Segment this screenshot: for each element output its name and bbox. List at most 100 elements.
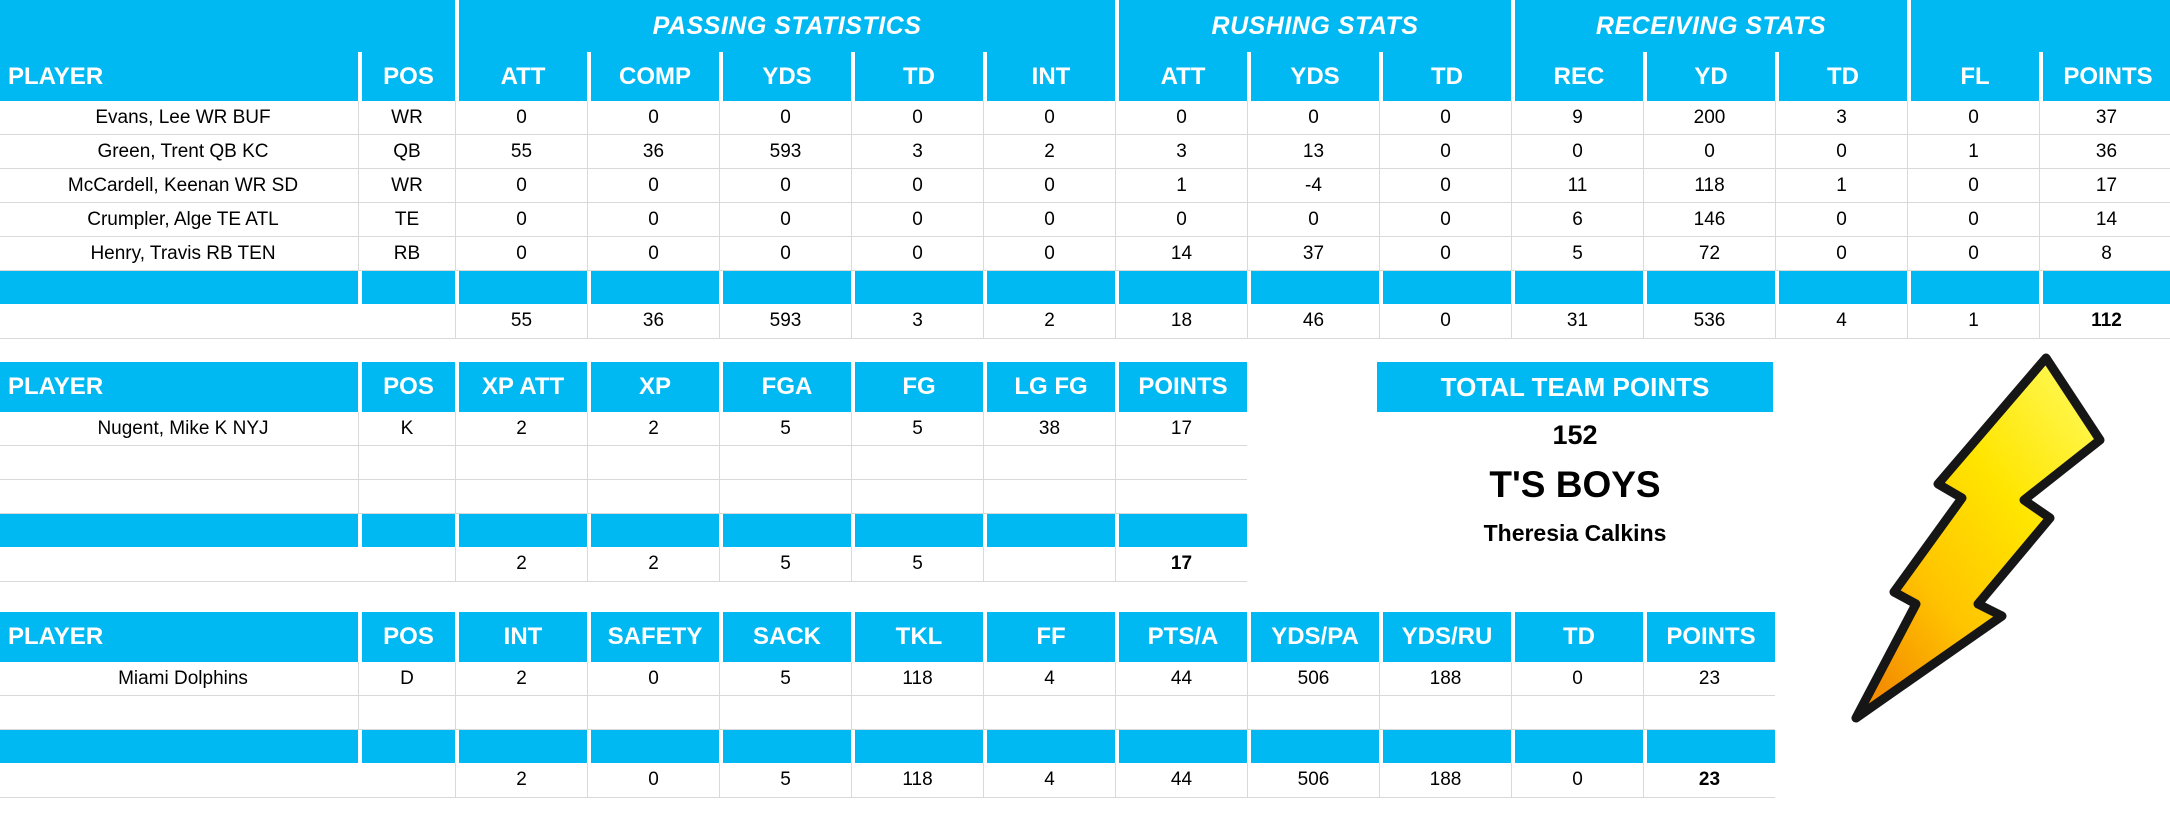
stat-cell: 14 (2039, 203, 2170, 237)
stat-cell: 1 (1115, 169, 1247, 203)
total-blank-cell (0, 763, 358, 798)
stat-cell: 5 (851, 412, 983, 446)
stat-cell: 0 (851, 237, 983, 271)
total-team-points-header: TOTAL TEAM POINTS (1377, 362, 1773, 412)
stat-cell: 0 (851, 203, 983, 237)
separator-cell (455, 271, 587, 304)
stat-cell: 23 (1643, 662, 1775, 696)
stat-cell: 0 (455, 169, 587, 203)
stat-cell: 0 (587, 169, 719, 203)
total-points-cell: 112 (2039, 304, 2170, 339)
empty-cell (1643, 696, 1775, 730)
total-blank-cell (358, 304, 455, 339)
empty-cell (719, 446, 851, 480)
total-team-points-value: 152 (1552, 420, 1598, 450)
total-cell: 31 (1511, 304, 1643, 339)
stat-cell: 11 (1511, 169, 1643, 203)
stat-cell: 0 (983, 237, 1115, 271)
separator-cell (1643, 730, 1775, 763)
separator-cell (587, 271, 719, 304)
separator-cell (455, 730, 587, 763)
empty-cell (358, 696, 455, 730)
total-cell: 18 (1115, 304, 1247, 339)
stat-cell: 0 (1511, 135, 1643, 169)
stat-cell: 8 (2039, 237, 2170, 271)
stat-cell: 0 (1775, 135, 1907, 169)
separator-cell (719, 514, 851, 547)
col-header-pass-td: TD (851, 52, 983, 101)
total-cell: 1 (1907, 304, 2039, 339)
stat-cell: 0 (1115, 203, 1247, 237)
separator-cell (983, 730, 1115, 763)
col-header-pts-a: PTS/A (1115, 612, 1247, 662)
col-header-xp-att: XP ATT (455, 362, 587, 412)
stat-cell: 13 (1247, 135, 1379, 169)
total-cell: 4 (983, 763, 1115, 798)
col-header-rec-yd: YD (1643, 52, 1775, 101)
total-cell: 5 (851, 547, 983, 582)
col-header-player: PLAYER (0, 52, 358, 101)
stat-cell: 2 (455, 662, 587, 696)
group-header-blank-left (0, 0, 455, 52)
stat-cell: 3 (1775, 101, 1907, 135)
total-cell: 506 (1247, 763, 1379, 798)
separator-cell (983, 514, 1115, 547)
empty-cell (587, 480, 719, 514)
empty-cell (719, 480, 851, 514)
separator-cell (1247, 271, 1379, 304)
total-blank-cell (358, 547, 455, 582)
total-cell: 36 (587, 304, 719, 339)
separator-cell (1115, 514, 1247, 547)
stat-cell: 17 (1115, 412, 1247, 446)
stat-cell: 4 (983, 662, 1115, 696)
stat-cell: 3 (1115, 135, 1247, 169)
stat-cell: 0 (587, 203, 719, 237)
stat-cell: 0 (1247, 203, 1379, 237)
total-cell: 0 (1511, 763, 1643, 798)
player-cell: Nugent, Mike K NYJ (0, 412, 358, 446)
empty-cell (587, 446, 719, 480)
stat-cell: 0 (1115, 101, 1247, 135)
stat-cell: 36 (2039, 135, 2170, 169)
stat-cell: 0 (1511, 662, 1643, 696)
stat-cell: 0 (1247, 101, 1379, 135)
total-cell: 2 (983, 304, 1115, 339)
separator-cell (1115, 271, 1247, 304)
stat-cell: 0 (983, 169, 1115, 203)
total-points-cell: 17 (1115, 547, 1247, 582)
stat-cell: 0 (1379, 169, 1511, 203)
col-header-points: POINTS (1643, 612, 1775, 662)
separator-cell (0, 271, 358, 304)
lightning-bolt-icon (1851, 353, 2105, 723)
col-header-pass-att: ATT (455, 52, 587, 101)
total-blank-cell (0, 547, 358, 582)
stat-cell: 38 (983, 412, 1115, 446)
separator-cell (1907, 271, 2039, 304)
empty-cell (358, 480, 455, 514)
total-cell (983, 547, 1115, 582)
col-header-comp: COMP (587, 52, 719, 101)
stat-cell: 6 (1511, 203, 1643, 237)
group-header-receiving: RECEIVING STATS (1511, 0, 1907, 52)
separator-cell (0, 730, 358, 763)
empty-cell (1511, 696, 1643, 730)
stat-cell: 0 (1775, 203, 1907, 237)
stat-cell: 188 (1379, 662, 1511, 696)
separator-cell (1511, 730, 1643, 763)
col-header-fg: FG (851, 362, 983, 412)
col-header-yds-pa: YDS/PA (1247, 612, 1379, 662)
total-cell: 593 (719, 304, 851, 339)
col-header-xp: XP (587, 362, 719, 412)
col-header-rec: REC (1511, 52, 1643, 101)
col-header-points: POINTS (2039, 52, 2170, 101)
separator-cell (358, 514, 455, 547)
stat-cell: 0 (1379, 135, 1511, 169)
col-header-pos: POS (358, 52, 455, 101)
separator-cell (0, 514, 358, 547)
empty-cell (851, 480, 983, 514)
total-cell: 118 (851, 763, 983, 798)
col-header-fga: FGA (719, 362, 851, 412)
player-cell: Crumpler, Alge TE ATL (0, 203, 358, 237)
separator-cell (1379, 271, 1511, 304)
